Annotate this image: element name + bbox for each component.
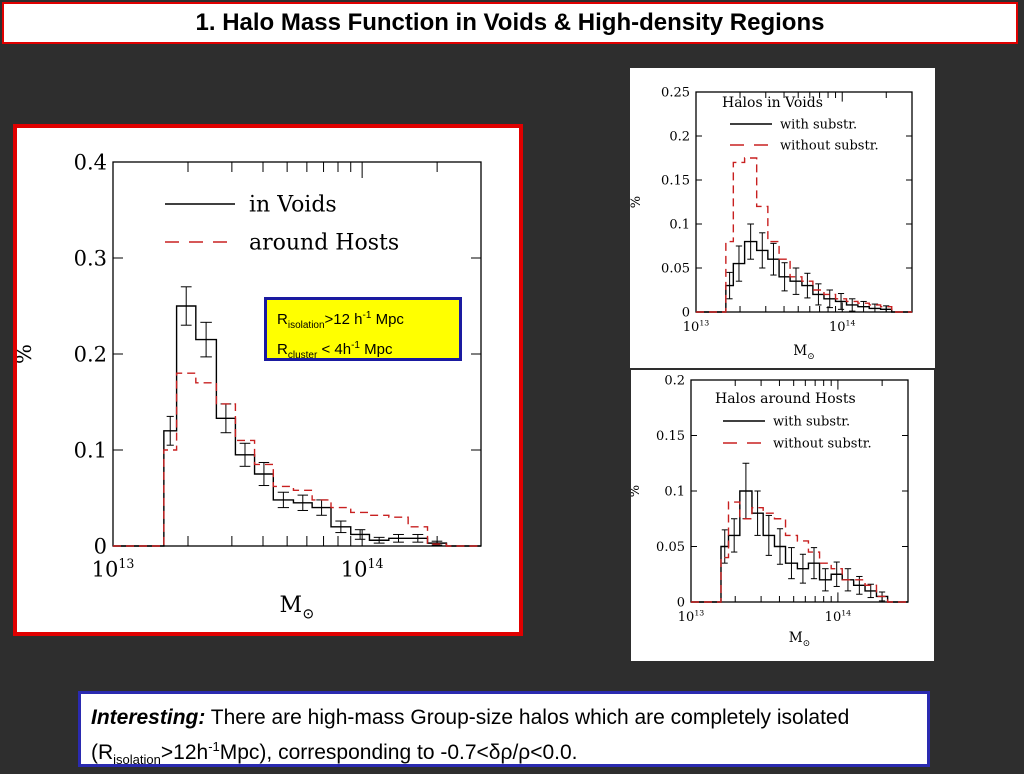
y-tick-label: 0 bbox=[677, 596, 685, 611]
main-histogram-chart: 0 0.1 0.2 0.3 0.4 1013 1014 M⊙% in Voids around H… bbox=[17, 150, 482, 622]
y-tick-label: 0.1 bbox=[664, 485, 685, 500]
x-tick-label: 1013 bbox=[678, 609, 705, 625]
isolation-callout: Risolation>12 h-1 Mpc Rcluster < 4h-1 Mp… bbox=[264, 297, 462, 361]
x-tick-label: 1014 bbox=[829, 319, 856, 335]
y-tick-label: 0.05 bbox=[661, 262, 690, 277]
callout-isolation-unit: Mpc bbox=[371, 311, 404, 328]
plot-frame bbox=[695, 91, 913, 313]
legend-label: with substr. bbox=[773, 415, 850, 430]
y-tick-label: 0.3 bbox=[74, 246, 107, 270]
callout-isolation-exponent: -1 bbox=[362, 310, 372, 321]
legend-label: with substr. bbox=[780, 118, 857, 133]
histogram-series-black bbox=[113, 305, 481, 547]
y-tick-label: 0.2 bbox=[664, 374, 685, 389]
main-chart-panel: 0 0.1 0.2 0.3 0.4 1013 1014 M⊙% in Voids around H… bbox=[13, 124, 523, 636]
legend-label: without substr. bbox=[773, 437, 872, 452]
x-axis-label: M⊙ bbox=[789, 630, 811, 649]
voids-histogram-chart: 0 0.05 0.1 0.15 0.2 0.25 1013 1014 M⊙% Halos in V… bbox=[630, 86, 913, 362]
x-axis-label: M⊙ bbox=[280, 593, 315, 622]
legend-label: around Hosts bbox=[249, 231, 399, 256]
callout-isolation-value: >12 h bbox=[324, 311, 363, 328]
legend-label: without substr. bbox=[780, 139, 879, 154]
callout-isolation-subscript: isolation bbox=[287, 320, 325, 331]
x-tick-label: 1014 bbox=[341, 556, 384, 581]
y-tick-label: 0.1 bbox=[669, 218, 690, 233]
x-tick-label: 1014 bbox=[825, 609, 852, 625]
callout-cluster-unit: Mpc bbox=[359, 341, 393, 358]
y-tick-label: 0.1 bbox=[74, 438, 107, 462]
hosts-chart-panel: 0 0.05 0.1 0.15 0.2 1013 1014 M⊙% Halos around H… bbox=[631, 370, 934, 661]
note-text-3: Mpc), corresponding to -0.7<δρ/ρ<0.0. bbox=[219, 741, 578, 764]
hosts-histogram-chart: 0 0.05 0.1 0.15 0.2 1013 1014 M⊙% Halos around H… bbox=[631, 374, 909, 649]
callout-r-symbol: R bbox=[277, 311, 288, 328]
x-tick-label: 1013 bbox=[683, 319, 710, 335]
y-tick-label: 0 bbox=[94, 534, 107, 558]
callout-cluster-exponent: -1 bbox=[351, 340, 360, 351]
callout-cluster-value: < 4h bbox=[317, 341, 352, 358]
x-tick-label: 1013 bbox=[92, 556, 135, 581]
y-axis-label: % bbox=[17, 344, 36, 364]
y-tick-label: 0.25 bbox=[661, 86, 690, 101]
y-tick-label: 0.15 bbox=[661, 174, 690, 189]
callout-r-symbol-2: R bbox=[277, 341, 288, 358]
note-text-1: There are high-mass Group-size halos whi… bbox=[91, 706, 850, 764]
note-lead: Interesting: bbox=[91, 706, 206, 729]
y-tick-label: 0.05 bbox=[656, 540, 685, 555]
y-tick-label: 0 bbox=[682, 306, 690, 321]
histogram-series-black bbox=[696, 240, 912, 313]
legend-label: in Voids bbox=[249, 193, 337, 218]
note-text-2: >12h bbox=[160, 741, 209, 764]
slide-title-bar: 1. Halo Mass Function in Voids & High-de… bbox=[2, 2, 1018, 44]
histogram-series-red bbox=[113, 372, 481, 547]
histogram-series-red bbox=[696, 157, 912, 313]
note-superscript: -1 bbox=[208, 739, 220, 754]
y-axis-label: % bbox=[631, 485, 643, 497]
chart-title: Halos around Hosts bbox=[715, 391, 856, 407]
histogram-series-red bbox=[691, 501, 908, 603]
y-tick-label: 0.2 bbox=[74, 342, 107, 366]
chart-title: Halos in Voids bbox=[722, 95, 823, 111]
interesting-note: Interesting: There are high-mass Group-s… bbox=[78, 691, 930, 767]
voids-chart-panel: 0 0.05 0.1 0.15 0.2 0.25 1013 1014 M⊙% Halos in V… bbox=[630, 68, 935, 368]
y-axis-label: % bbox=[630, 196, 644, 208]
y-tick-label: 0.2 bbox=[669, 130, 690, 145]
callout-line-cluster: Rcluster < 4h-1 Mpc bbox=[277, 336, 449, 366]
note-subscript: isolation bbox=[113, 752, 161, 768]
callout-cluster-subscript: cluster bbox=[287, 350, 318, 361]
y-tick-label: 0.4 bbox=[74, 150, 107, 174]
y-tick-label: 0.15 bbox=[656, 429, 685, 444]
slide-title: 1. Halo Mass Function in Voids & High-de… bbox=[195, 9, 825, 36]
histogram-series-black bbox=[691, 490, 908, 603]
x-axis-label: M⊙ bbox=[793, 343, 815, 362]
callout-line-isolation: Risolation>12 h-1 Mpc bbox=[277, 306, 449, 336]
